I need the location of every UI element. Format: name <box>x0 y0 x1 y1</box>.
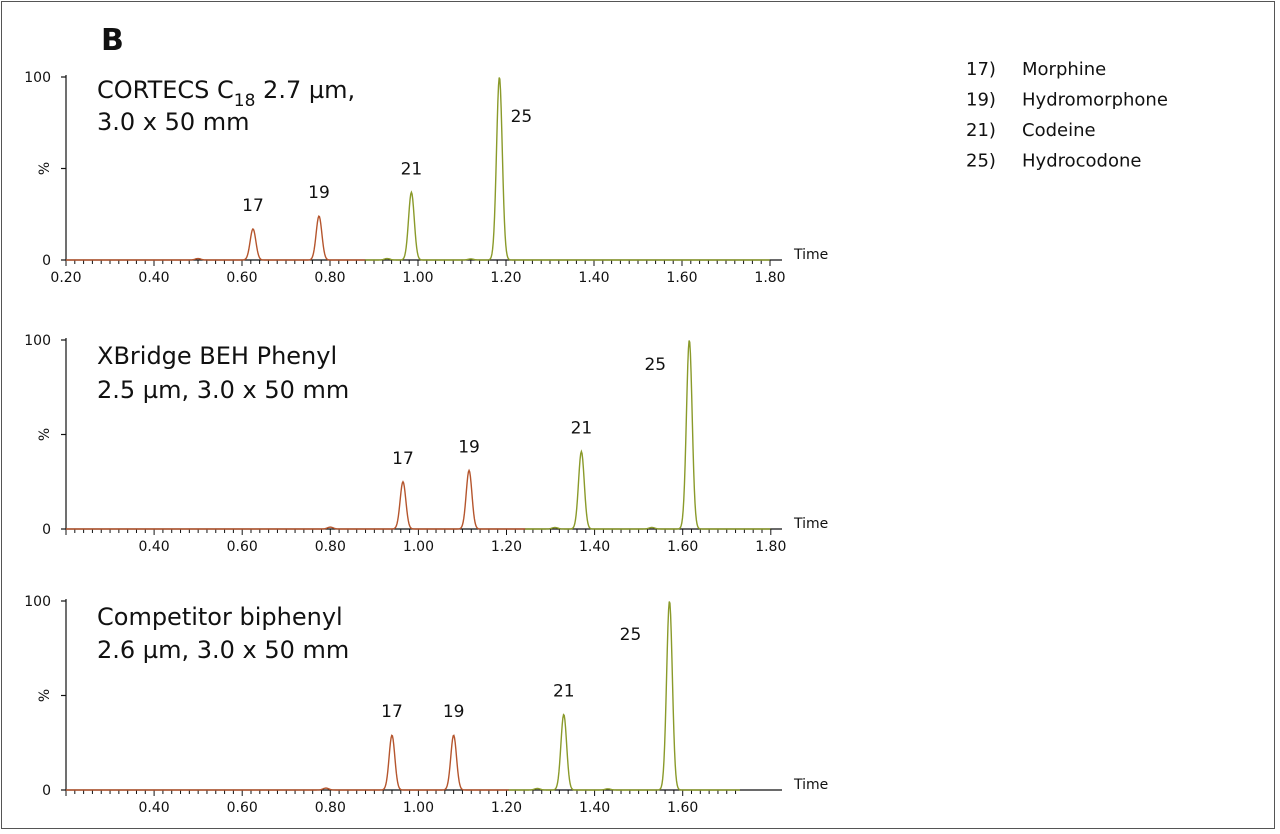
peak-label: 25 <box>620 625 642 645</box>
chromatogram-panel: XBridge BEH Phenyl 2.5 µm, 3.0 x 50 mm 0 10… <box>24 333 828 555</box>
peak-label: 21 <box>571 419 593 439</box>
legend-name: Hydromorphone <box>1022 90 1168 111</box>
legend-id: 21) <box>966 120 996 141</box>
x-tick-label: 1.00 <box>403 800 434 816</box>
x-tick-label: 1.00 <box>403 539 434 555</box>
legend-id: 19) <box>966 90 996 111</box>
legend-item: 25) Hydrocodone <box>966 151 1141 172</box>
x-tick-label: 1.40 <box>578 270 609 286</box>
peak-label: 25 <box>644 355 666 375</box>
peak-legend: 17) Morphine 19) Hydromorphone 21) Codeine 25)… <box>966 59 1168 172</box>
peak-label: 21 <box>401 159 423 179</box>
trace-early <box>66 215 365 261</box>
x-tick-label: 0.60 <box>227 800 258 816</box>
trace-late <box>365 77 770 261</box>
x-tick-label: 1.60 <box>667 539 698 555</box>
x-tick-label: 1.00 <box>402 270 433 286</box>
column-label-line: 2.6 µm, 3.0 x 50 mm <box>97 636 349 664</box>
y-tick-label: 0 <box>42 253 51 269</box>
x-tick-label: 1.40 <box>579 800 610 816</box>
legend-item: 19) Hydromorphone <box>966 90 1168 111</box>
x-tick-label: 0.80 <box>315 800 346 816</box>
x-tick-label: 1.80 <box>754 270 785 286</box>
x-tick-label: 0.80 <box>314 270 345 286</box>
y-axis-label: % <box>37 689 53 702</box>
column-label-line2: 3.0 x 50 mm <box>97 108 250 136</box>
column-label-line: XBridge BEH Phenyl <box>97 342 337 370</box>
trace-late <box>525 340 771 530</box>
x-tick-label: 0.20 <box>50 270 81 286</box>
x-tick-label: 0.40 <box>139 800 170 816</box>
chromatogram-panel: CORTECS C18 2.7 µm,3.0 x 50 mm 0 100% 0.20 0… <box>24 70 828 286</box>
y-tick-label: 0 <box>42 783 51 799</box>
x-tick-label: 1.40 <box>579 539 610 555</box>
x-tick-label: 0.80 <box>315 539 346 555</box>
y-tick-label: 100 <box>24 594 51 610</box>
legend-item: 17) Morphine <box>966 59 1106 80</box>
peak-label: 25 <box>511 107 533 127</box>
x-tick-label: 0.40 <box>138 270 169 286</box>
x-tick-label: 1.60 <box>667 800 698 816</box>
x-axis-label: Time <box>793 247 828 263</box>
peak-label: 19 <box>443 702 465 722</box>
legend-name: Codeine <box>1022 120 1096 141</box>
y-tick-label: 0 <box>42 522 51 538</box>
trace-late <box>508 601 740 791</box>
peak-label: 17 <box>242 196 264 216</box>
legend-id: 25) <box>966 151 996 172</box>
x-tick-label: 1.20 <box>490 270 521 286</box>
x-tick-label: 0.40 <box>139 539 170 555</box>
x-tick-label: 0.60 <box>227 539 258 555</box>
x-tick-label: 1.60 <box>666 270 697 286</box>
trace-early <box>66 734 509 791</box>
peak-label: 17 <box>381 702 403 722</box>
chromatogram-panel: Competitor biphenyl 2.6 µm, 3.0 x 50 mm 0 1… <box>24 594 828 816</box>
column-label-line: 2.5 µm, 3.0 x 50 mm <box>97 376 349 404</box>
x-axis-label: Time <box>793 777 828 793</box>
legend-name: Morphine <box>1022 59 1106 80</box>
peak-label: 19 <box>458 437 480 457</box>
x-tick-label: 1.20 <box>491 800 522 816</box>
legend-item: 21) Codeine <box>966 120 1096 141</box>
peak-label: 21 <box>553 681 575 701</box>
panel-letter: B <box>101 23 124 58</box>
legend-name: Hydrocodone <box>1022 151 1141 172</box>
peak-label: 17 <box>392 449 414 469</box>
x-axis-label: Time <box>793 516 828 532</box>
x-tick-label: 1.20 <box>491 539 522 555</box>
x-tick-label: 0.60 <box>226 270 257 286</box>
legend-id: 17) <box>966 59 996 80</box>
y-tick-label: 100 <box>24 333 51 349</box>
y-axis-label: % <box>37 162 53 175</box>
y-tick-label: 100 <box>24 70 51 86</box>
column-label-line: Competitor biphenyl <box>97 603 343 631</box>
x-tick-label: 1.80 <box>755 539 786 555</box>
column-label-line1: CORTECS C18 2.7 µm, <box>97 76 355 111</box>
peak-label: 19 <box>308 183 330 203</box>
y-axis-label: % <box>37 428 53 441</box>
trace-early <box>66 468 526 530</box>
